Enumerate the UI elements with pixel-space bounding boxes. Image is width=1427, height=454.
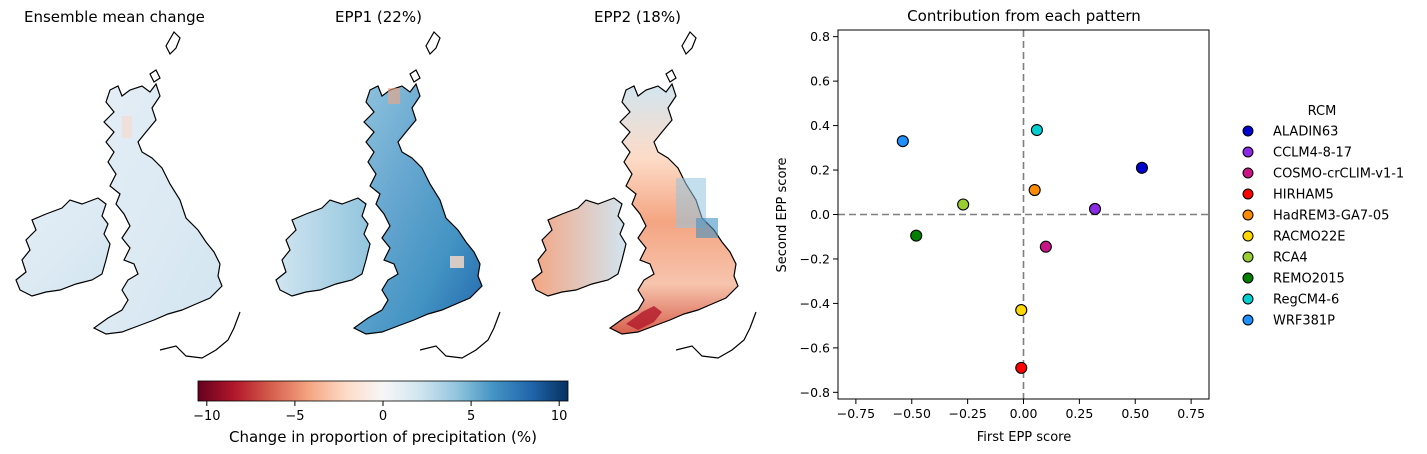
legend-item-hadrem3-ga7-05[interactable]: HadREM3-GA7-05 <box>1242 209 1389 224</box>
x-tick-label: 0.25 <box>1065 406 1093 421</box>
y-tick-label: 0.0 <box>810 207 830 222</box>
map-title-ensemble-mean: Ensemble mean change <box>24 8 205 26</box>
legend-item-hirham5[interactable]: HIRHAM5 <box>1242 188 1334 203</box>
legend-item-remo2015[interactable]: REMO2015 <box>1242 272 1345 287</box>
y-tick-label: −0.6 <box>800 340 830 355</box>
northern-isles <box>665 31 697 83</box>
point-remo2015[interactable] <box>910 229 923 242</box>
legend-label: HadREM3-GA7-05 <box>1273 209 1389 224</box>
legend-title: RCM <box>1308 104 1337 119</box>
colorbar-tick-label: −5 <box>285 409 304 424</box>
colorbar-tick-label: −10 <box>193 409 220 424</box>
point-regcm4-6[interactable] <box>1030 123 1043 137</box>
legend-marker <box>1242 167 1254 179</box>
legend-label: REMO2015 <box>1273 272 1345 287</box>
legend-marker <box>1242 314 1254 326</box>
legend-item-regcm4-6[interactable]: RegCM4-6 <box>1242 293 1339 308</box>
ireland-landmass <box>275 197 371 297</box>
legend-label: WRF381P <box>1273 314 1335 329</box>
ireland-landmass <box>15 197 111 297</box>
legend[interactable]: RCM ALADIN63 CCLM4-8-17 COSMO-crCLIM-v1-1 H… <box>1232 96 1422 336</box>
channel-coast <box>419 311 501 359</box>
y-tick-label: −0.8 <box>800 385 830 400</box>
channel-coast <box>675 311 757 359</box>
great-britain-landmass <box>608 82 739 335</box>
chart-title: Contribution from each pattern <box>907 7 1141 25</box>
ireland-landmass <box>531 197 627 297</box>
legend-marker <box>1242 125 1254 137</box>
legend-item-cclm4-8-17[interactable]: CCLM4-8-17 <box>1242 146 1352 161</box>
legend-label: RegCM4-6 <box>1273 293 1339 308</box>
legend-label: COSMO-crCLIM-v1-1 <box>1273 167 1404 182</box>
colorbar-tick-label: 10 <box>551 409 568 424</box>
x-tick-label: 0.75 <box>1177 406 1205 421</box>
scatter-chart: Contribution from each pattern −0.75 −0.5… <box>775 7 1210 445</box>
legend-item-cosmo-crclim-v1-1[interactable]: COSMO-crCLIM-v1-1 <box>1242 167 1404 182</box>
y-tick-label: 0.4 <box>810 118 830 133</box>
y-tick-label: 0.2 <box>810 163 830 178</box>
map-title-epp1: EPP1 (22%) <box>335 8 422 26</box>
point-hadrem3-ga7-05[interactable] <box>1028 183 1041 197</box>
legend-marker <box>1242 251 1254 263</box>
legend-marker <box>1242 230 1254 242</box>
map-ensemble-mean <box>10 28 250 372</box>
point-rca4[interactable] <box>957 198 970 211</box>
x-tick-label: −0.25 <box>948 406 986 421</box>
legend-marker <box>1242 293 1254 305</box>
colorbar-label: Change in proportion of precipitation (%… <box>229 428 537 446</box>
y-tick-label: 0.8 <box>810 29 830 44</box>
legend-marker <box>1242 188 1254 200</box>
northern-isles <box>409 31 441 83</box>
colorbar-tick-label: 5 <box>467 409 475 424</box>
northern-isles <box>149 31 181 83</box>
y-tick-label: −0.2 <box>800 251 830 266</box>
x-tick-label: 0.50 <box>1121 406 1149 421</box>
point-racmo22e[interactable] <box>1015 304 1028 317</box>
colorbar: −10 −5 0 5 10 Change in proportion of precip… <box>193 380 569 446</box>
legend-marker <box>1242 146 1254 158</box>
legend-marker <box>1242 272 1254 284</box>
legend-label: RCA4 <box>1273 251 1308 266</box>
y-tick-label: 0.6 <box>810 74 830 89</box>
legend-label: CCLM4-8-17 <box>1273 146 1352 161</box>
x-tick-label: −0.50 <box>893 406 931 421</box>
point-hirham5[interactable] <box>1015 361 1028 374</box>
map-title-epp2: EPP2 (18%) <box>594 8 681 26</box>
legend-label: HIRHAM5 <box>1273 188 1334 203</box>
great-britain-landmass <box>92 82 223 335</box>
colorbar-gradient <box>197 380 569 402</box>
point-aladin63[interactable] <box>1135 161 1149 174</box>
channel-coast <box>159 311 241 359</box>
y-axis-label: Second EPP score <box>775 158 790 273</box>
point-cclm4-8-17[interactable] <box>1088 202 1102 215</box>
x-tick-label: 0.00 <box>1010 406 1038 421</box>
map-epp1 <box>270 28 510 372</box>
map-epp2 <box>526 28 766 372</box>
legend-label: RACMO22E <box>1273 230 1345 245</box>
x-axis-label: First EPP score <box>977 430 1071 445</box>
y-tick-label: −0.4 <box>800 296 830 311</box>
colorbar-tick-label: 0 <box>379 409 387 424</box>
legend-item-aladin63[interactable]: ALADIN63 <box>1242 125 1338 140</box>
legend-item-racmo22e[interactable]: RACMO22E <box>1242 230 1345 245</box>
legend-item-wrf381p[interactable]: WRF381P <box>1242 314 1335 329</box>
point-cosmo-crclim-v1-1[interactable] <box>1039 240 1052 253</box>
legend-marker <box>1242 209 1254 221</box>
x-tick-label: −0.75 <box>837 406 875 421</box>
great-britain-landmass <box>352 82 483 335</box>
plot-area <box>837 29 1210 400</box>
legend-item-rca4[interactable]: RCA4 <box>1242 251 1308 266</box>
legend-label: ALADIN63 <box>1273 125 1338 140</box>
point-wrf381p[interactable] <box>896 135 909 148</box>
